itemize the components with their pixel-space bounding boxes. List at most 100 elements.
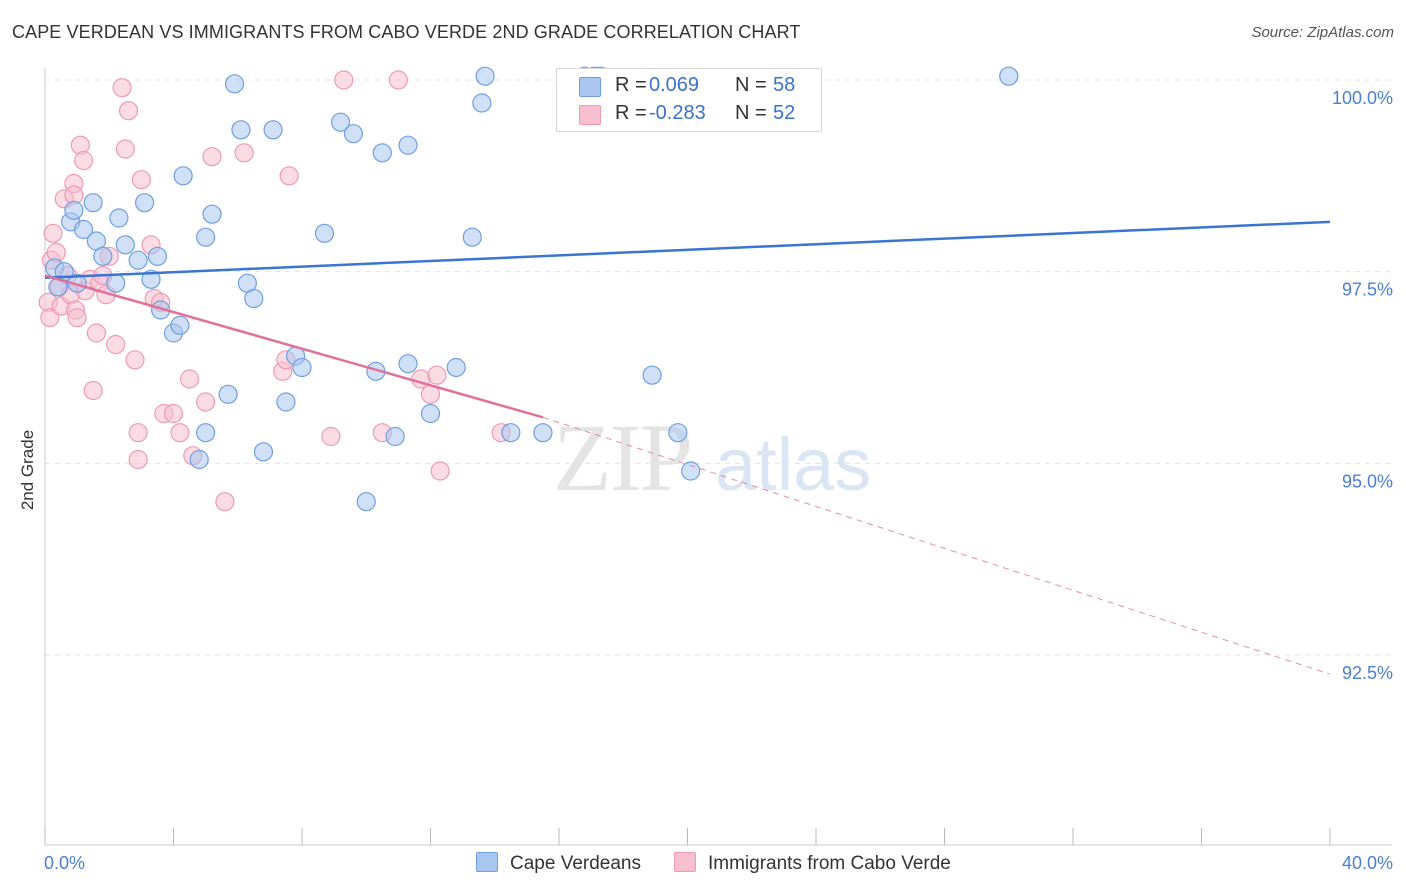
point-immigrants bbox=[73, 150, 94, 171]
point-capeverdeans bbox=[420, 403, 441, 424]
legend-r-label: R = bbox=[615, 102, 647, 124]
trend-line-immigrants bbox=[44, 274, 544, 419]
legend-swatch-pink bbox=[674, 852, 696, 872]
legend-n-label: N = bbox=[735, 102, 767, 124]
legend-label-immigrants: Immigrants from Cabo Verde bbox=[708, 853, 951, 874]
point-capeverdeans bbox=[372, 143, 392, 163]
point-capeverdeans bbox=[196, 227, 216, 247]
point-capeverdeans bbox=[356, 492, 376, 512]
point-capeverdeans bbox=[115, 235, 135, 255]
point-capeverdeans bbox=[253, 442, 274, 462]
legend-n-label: N = bbox=[735, 74, 767, 96]
point-immigrants bbox=[163, 403, 184, 424]
point-immigrants bbox=[67, 308, 87, 328]
x-tick-label: 40.0% bbox=[1342, 853, 1393, 873]
y-tick-label: 100.0% bbox=[1332, 88, 1393, 108]
tick-labels: 100.0% 97.5% 95.0% 92.5% 0.0% 40.0% bbox=[44, 88, 1393, 873]
point-capeverdeans bbox=[224, 74, 245, 94]
point-capeverdeans bbox=[202, 204, 222, 224]
legend-r-label: R = bbox=[615, 74, 647, 96]
point-immigrants bbox=[128, 449, 148, 470]
point-immigrants bbox=[321, 426, 341, 447]
watermark-atlas: atlas bbox=[715, 423, 871, 506]
point-capeverdeans bbox=[999, 66, 1019, 86]
point-immigrants bbox=[179, 369, 200, 389]
point-capeverdeans bbox=[173, 166, 193, 186]
point-immigrants bbox=[115, 139, 135, 159]
point-immigrants bbox=[118, 101, 139, 121]
series-capeverdeans-points bbox=[45, 66, 1019, 512]
legend-stats: R = 0.069 N = 58 R = -0.283 N = 52 bbox=[556, 68, 822, 132]
point-immigrants bbox=[427, 365, 447, 385]
point-capeverdeans bbox=[83, 193, 103, 213]
legend-swatch-pink bbox=[579, 105, 601, 125]
watermark-zip: ZIP bbox=[553, 404, 691, 511]
point-immigrants bbox=[202, 147, 222, 167]
point-immigrants bbox=[125, 350, 145, 370]
point-capeverdeans bbox=[73, 219, 94, 240]
point-immigrants bbox=[388, 70, 408, 90]
point-capeverdeans bbox=[244, 288, 264, 309]
point-immigrants bbox=[334, 70, 354, 90]
legend-n-value: 58 bbox=[773, 74, 796, 96]
point-capeverdeans bbox=[446, 357, 466, 378]
point-capeverdeans bbox=[343, 124, 363, 144]
point-capeverdeans bbox=[330, 112, 351, 132]
point-capeverdeans bbox=[263, 120, 283, 140]
point-capeverdeans bbox=[385, 426, 405, 447]
point-capeverdeans bbox=[170, 315, 190, 335]
legend-item-capeverdeans[interactable]: Cape Verdeans bbox=[476, 852, 641, 875]
y-axis-label: 2nd Grade bbox=[18, 430, 37, 510]
point-capeverdeans bbox=[475, 66, 495, 86]
point-immigrants bbox=[83, 380, 103, 401]
point-capeverdeans bbox=[292, 357, 312, 378]
point-capeverdeans bbox=[462, 227, 482, 247]
point-immigrants bbox=[40, 308, 60, 328]
legend-label-capeverdeans: Cape Verdeans bbox=[510, 853, 641, 874]
point-immigrants bbox=[43, 223, 63, 243]
point-capeverdeans bbox=[109, 208, 129, 228]
chart-title: CAPE VERDEAN VS IMMIGRANTS FROM CABO VER… bbox=[12, 22, 801, 42]
point-capeverdeans bbox=[196, 423, 216, 443]
point-capeverdeans bbox=[134, 193, 155, 213]
point-capeverdeans bbox=[147, 246, 168, 266]
point-capeverdeans bbox=[93, 246, 113, 266]
trend-lines bbox=[44, 220, 1331, 675]
legend-r-value: -0.283 bbox=[649, 102, 706, 124]
watermark: ZIP atlas bbox=[553, 404, 871, 511]
point-capeverdeans bbox=[189, 449, 209, 470]
x-tick-label: 0.0% bbox=[44, 853, 85, 873]
point-capeverdeans bbox=[398, 354, 418, 374]
point-capeverdeans bbox=[501, 423, 521, 443]
point-capeverdeans bbox=[398, 135, 418, 155]
gridlines bbox=[45, 79, 1392, 656]
y-tick-label: 97.5% bbox=[1342, 280, 1393, 300]
point-capeverdeans bbox=[314, 223, 335, 243]
point-immigrants bbox=[128, 423, 148, 443]
legend-item-immigrants[interactable]: Immigrants from Cabo Verde bbox=[674, 852, 951, 875]
legend-n-value: 52 bbox=[773, 102, 796, 124]
point-immigrants bbox=[86, 323, 107, 343]
legend-swatch-blue bbox=[579, 77, 601, 97]
point-immigrants bbox=[430, 461, 450, 481]
point-immigrants bbox=[131, 170, 151, 190]
y-tick-label: 92.5% bbox=[1342, 663, 1393, 683]
y-tick-label: 95.0% bbox=[1342, 471, 1393, 491]
point-capeverdeans bbox=[472, 93, 492, 113]
point-capeverdeans bbox=[642, 365, 662, 385]
series-immigrants-points bbox=[38, 70, 511, 512]
point-capeverdeans bbox=[106, 273, 126, 293]
point-capeverdeans bbox=[218, 384, 238, 404]
legend-swatch-blue bbox=[476, 852, 498, 872]
point-capeverdeans bbox=[231, 120, 251, 140]
point-capeverdeans bbox=[141, 269, 161, 289]
point-immigrants bbox=[170, 423, 190, 443]
point-immigrants bbox=[279, 166, 299, 186]
point-capeverdeans bbox=[668, 423, 688, 443]
point-capeverdeans bbox=[276, 392, 296, 412]
chart-source: Source: ZipAtlas.com bbox=[1251, 24, 1394, 41]
point-capeverdeans bbox=[64, 200, 84, 220]
trend-line-capeverdeans bbox=[44, 220, 1331, 280]
point-immigrants bbox=[215, 492, 235, 512]
